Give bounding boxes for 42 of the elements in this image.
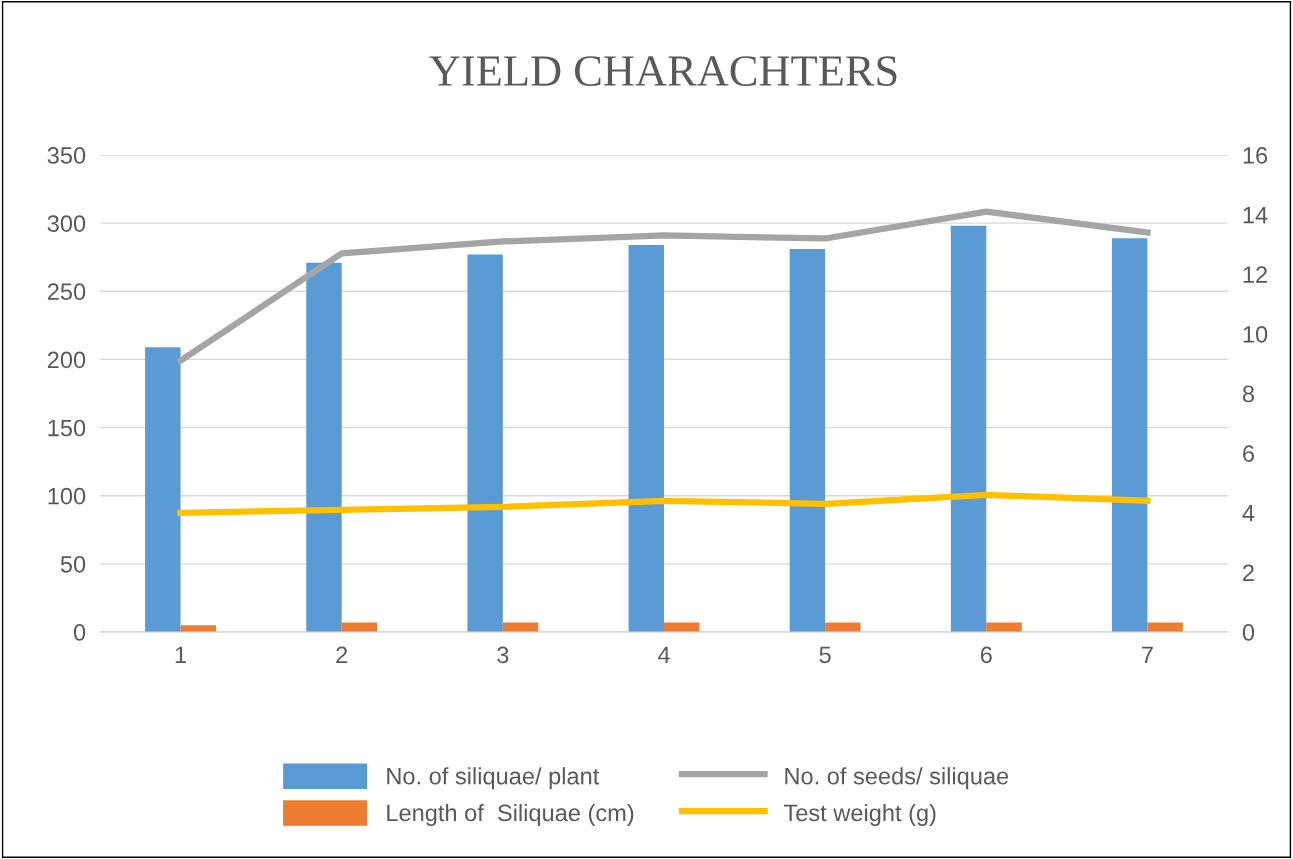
bar	[628, 244, 664, 632]
y2-tick-label: 14	[1243, 206, 1268, 224]
x-tick-label: 6	[980, 646, 992, 664]
legend-label: No. of seeds/ siliquae	[785, 767, 1009, 790]
bar	[825, 622, 861, 632]
y-tick-label: 350	[47, 147, 86, 164]
bar	[306, 262, 342, 632]
y2-tick-label: 0	[1242, 624, 1255, 641]
y-tick-label: 100	[48, 487, 86, 505]
bar	[145, 347, 181, 632]
y2-tick-label: 8	[1242, 385, 1254, 403]
bar	[502, 622, 539, 632]
bar	[1111, 238, 1148, 632]
legend-label: Length of Siliquae (cm)	[387, 803, 634, 826]
legend-label: No. of siliquae/ plant	[387, 767, 600, 790]
x-tick-label: 5	[819, 646, 831, 664]
chart-title: YIELD CHARACHTERS	[429, 56, 897, 86]
y2-tick-label: 6	[1243, 445, 1254, 462]
x-tick-label: 2	[336, 646, 348, 663]
bar	[467, 254, 503, 632]
x-tick-label: 7	[1142, 646, 1153, 663]
bar	[664, 622, 700, 632]
y2-tick-label: 10	[1243, 325, 1268, 343]
x-tick-label: 4	[657, 646, 670, 663]
bar	[789, 249, 826, 632]
legend-label: Test weight (g)	[783, 803, 936, 826]
y2-tick-label: 16	[1243, 147, 1268, 164]
bar	[341, 622, 378, 632]
y-tick-label: 300	[47, 215, 86, 232]
y2-tick-label: 2	[1243, 564, 1254, 581]
y2-tick-label: 4	[1242, 505, 1255, 522]
y-tick-label: 0	[73, 624, 86, 641]
y-tick-label: 200	[47, 351, 86, 369]
y-tick-label: 250	[47, 283, 86, 301]
bar	[986, 622, 1022, 632]
bar	[1147, 622, 1183, 632]
bar	[950, 225, 987, 632]
x-tick-label: 1	[175, 646, 186, 663]
y2-tick-label: 12	[1243, 266, 1267, 283]
y-tick-label: 150	[48, 419, 86, 437]
x-tick-label: 3	[497, 646, 509, 664]
y-tick-label: 50	[60, 555, 86, 573]
